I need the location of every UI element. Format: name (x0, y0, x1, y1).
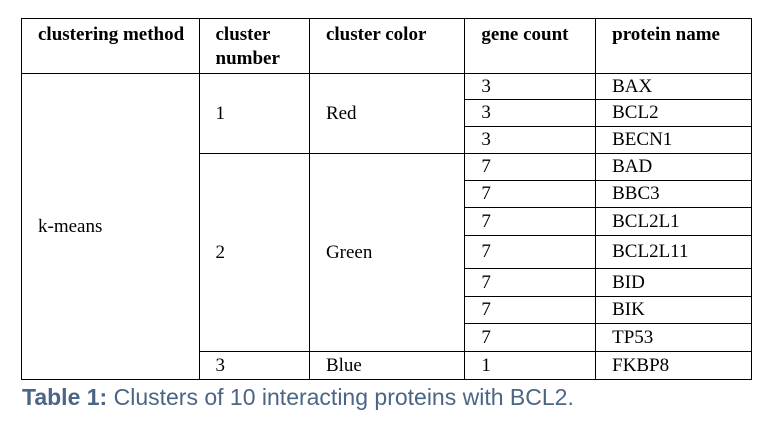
cluster-number-cell: 2 (198, 153, 310, 352)
gene-count-cell: 7 (464, 207, 597, 236)
header-cell: cluster color (308, 18, 466, 74)
protein-cell: FKBP8 (595, 351, 752, 380)
body-row: 3 BECN1 (22, 126, 752, 154)
protein-cell: BCL2 (595, 99, 752, 127)
gene-count-cell: 7 (464, 323, 597, 352)
body-row: 7 BBC3 (22, 180, 752, 208)
gene-count-cell: 7 (464, 235, 597, 269)
gene-count-cell: 7 (464, 180, 597, 208)
header-cell: cluster number (198, 18, 310, 74)
protein-cell: BCL2L11 (595, 235, 752, 269)
body-row: 3 Blue 1 FKBP8 (22, 351, 752, 380)
gene-count-cell: 7 (464, 268, 597, 297)
protein-cell: BID (595, 268, 752, 297)
body-row: 7 BCL2L11 (22, 235, 752, 269)
header-row: clustering method cluster number cluster c… (21, 18, 752, 74)
body-row: 7 BCL2L1 (22, 207, 752, 236)
table: clustering method cluster number cluster c… (21, 18, 752, 380)
caption: Table 1: Clusters of 10 interacting prot… (22, 384, 574, 411)
gene-count-cell: 7 (464, 153, 597, 181)
protein-cell: BBC3 (595, 180, 752, 208)
header-cell: gene count (464, 18, 597, 74)
cluster-color-cell: Red (308, 73, 466, 154)
protein-cell: BCL2L1 (595, 207, 752, 236)
gene-count-cell: 3 (464, 99, 597, 127)
gene-count-cell: 7 (464, 296, 597, 324)
method-cell: k-means (21, 73, 200, 380)
protein-cell: BAX (595, 73, 752, 100)
protein-cell: BAD (595, 153, 752, 181)
cluster-number-cell: 3 (198, 351, 310, 380)
body-row: 2 Green 7 BAD (22, 153, 752, 352)
gene-count-cell: 1 (464, 351, 597, 380)
cluster-color-cell: Blue (308, 351, 466, 380)
body-row: 7 BIK (22, 296, 752, 324)
gene-count-cell: 3 (464, 126, 597, 154)
gene-count-cell: 3 (464, 73, 597, 100)
cluster-number-cell: 1 (198, 73, 310, 154)
body-row: 7 BID (22, 268, 752, 297)
cluster-color-cell: Green (308, 153, 466, 352)
protein-cell: TP53 (595, 323, 752, 352)
caption-text: Clusters of 10 interacting proteins with… (113, 384, 574, 410)
body-row: k-means 1 Red 3 BAX (21, 73, 752, 380)
protein-cell: BIK (595, 296, 752, 324)
header-cell: clustering method (21, 18, 200, 74)
header-cell: protein name (595, 18, 752, 74)
body-row: 7 TP53 (22, 323, 752, 352)
caption-label: Table 1: (22, 384, 108, 410)
protein-cell: BECN1 (595, 126, 752, 154)
